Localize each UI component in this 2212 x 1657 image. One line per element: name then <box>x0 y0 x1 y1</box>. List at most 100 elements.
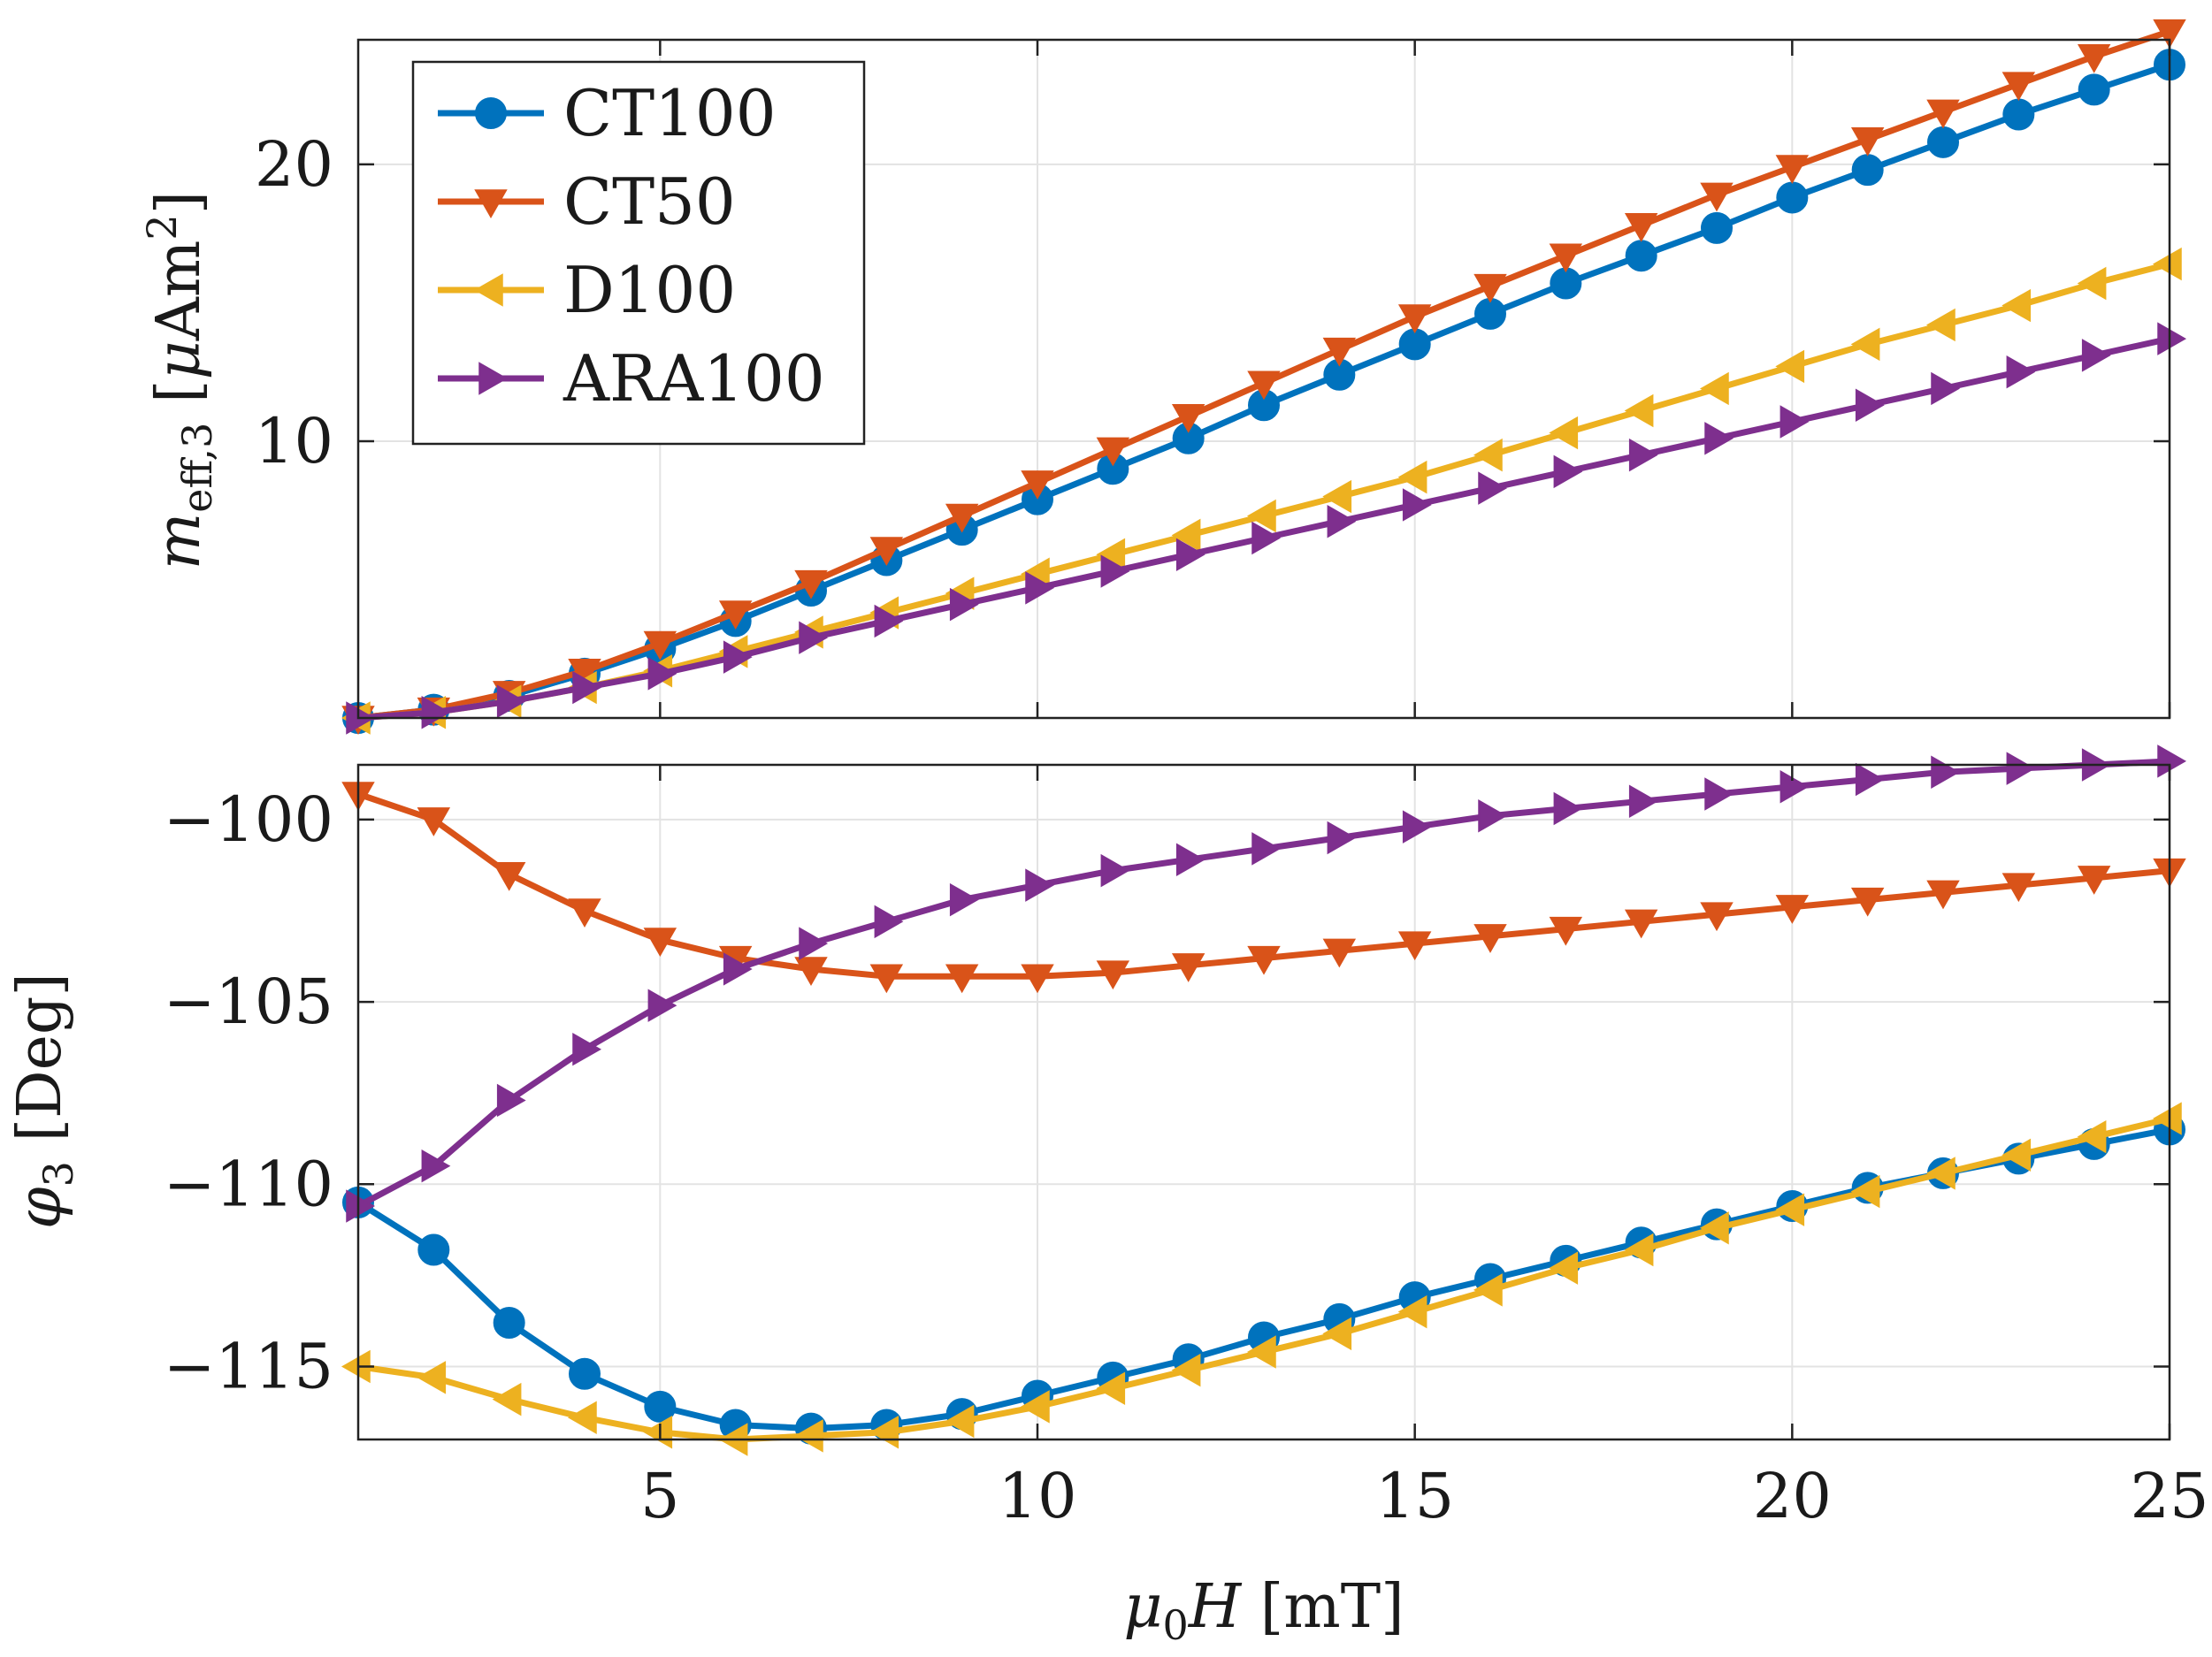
data-point-ct50 <box>869 537 904 567</box>
legend-marker-ct50 <box>474 189 508 219</box>
data-point-ct100 <box>2078 73 2110 106</box>
data-point-ara100 <box>874 604 904 638</box>
data-point-ct100 <box>1701 211 1733 244</box>
data-point-ct100 <box>1927 126 1959 158</box>
data-point-ct50 <box>718 600 753 630</box>
data-point-ct50 <box>2002 873 2036 903</box>
data-point-ct50 <box>643 928 677 957</box>
top-ylabel: meff,3 [μAm2] <box>138 191 221 569</box>
data-point-ct100 <box>493 1307 525 1340</box>
data-point-ara100 <box>1025 868 1055 902</box>
data-point-d100 <box>1397 460 1427 494</box>
bottom-ytick-label: −115 <box>164 1331 333 1403</box>
data-point-ct100 <box>1776 181 1809 214</box>
data-point-ct50 <box>1850 126 1885 157</box>
top-axes: 10 20 CT100 CT50 D100 ARA100 meff,3 [μAm2] <box>138 19 2187 736</box>
data-point-ct100 <box>1474 297 1506 330</box>
data-point-d100 <box>1925 1157 1956 1190</box>
data-point-ct50 <box>1700 902 1734 932</box>
data-point-ct50 <box>417 807 451 836</box>
data-point-ara100 <box>1175 538 1206 572</box>
data-point-d100 <box>793 1419 823 1453</box>
data-point-ara100 <box>346 1189 376 1223</box>
data-point-ct50 <box>1171 953 1206 982</box>
bottom-ytick-label: −110 <box>164 1148 333 1220</box>
data-point-d100 <box>945 1404 975 1439</box>
legend-marker-ct100 <box>475 97 507 129</box>
data-point-ara100 <box>1855 388 1885 422</box>
data-point-ct50 <box>1473 273 1507 303</box>
data-point-ct50 <box>1473 924 1507 953</box>
legend-label-d100: D100 <box>563 253 736 327</box>
data-point-ara100 <box>723 952 753 986</box>
xtick-label: 25 <box>2130 1460 2208 1532</box>
data-point-d100 <box>1322 479 1352 514</box>
data-point-ara100 <box>1931 371 1961 406</box>
data-point-ara100 <box>2006 752 2036 785</box>
data-point-ara100 <box>1402 488 1432 522</box>
data-point-d100 <box>1850 327 1880 362</box>
data-point-ara100 <box>1100 853 1130 888</box>
data-point-ara100 <box>1478 471 1508 505</box>
data-point-ara100 <box>421 696 451 729</box>
data-point-d100 <box>1397 1294 1427 1329</box>
legend-entry-ct100: CT100 <box>438 76 777 150</box>
top-ytick-label: 10 <box>255 405 333 477</box>
data-point-ara100 <box>496 1083 526 1118</box>
data-point-ct50 <box>492 861 526 891</box>
data-point-d100 <box>1850 1174 1880 1209</box>
legend: CT100 CT50 D100 ARA100 <box>411 60 866 446</box>
data-point-ct50 <box>2153 19 2186 49</box>
data-point-ara100 <box>723 640 753 674</box>
data-point-ct50 <box>1624 213 1658 242</box>
bottom-axes: 5 10 15 20 25 −100 −105 −110 −115 φ3 [Deg] μ0H [… <box>5 745 2209 1649</box>
data-point-ct50 <box>1700 182 1734 212</box>
data-point-ct100 <box>1851 154 1884 187</box>
data-point-ara100 <box>496 684 526 718</box>
top-ytick-label: 20 <box>255 128 333 201</box>
data-point-d100 <box>1246 1335 1276 1369</box>
data-point-ct50 <box>2002 72 2036 102</box>
data-point-ara100 <box>1175 843 1206 876</box>
data-point-ara100 <box>1704 422 1734 455</box>
data-point-d100 <box>1624 1233 1654 1267</box>
data-point-ara100 <box>1855 762 1885 797</box>
data-point-ct50 <box>794 957 828 986</box>
legend-marker-d100 <box>473 273 503 307</box>
data-point-d100 <box>1549 1251 1579 1285</box>
bottom-ytick-label: −100 <box>164 783 333 856</box>
data-point-ara100 <box>1402 810 1432 844</box>
xtick-label: 15 <box>1375 1460 1454 1532</box>
data-point-ct50 <box>945 964 979 994</box>
data-point-ct50 <box>643 630 677 661</box>
bottom-ticks: 5 10 15 20 25 −100 −105 −110 −115 <box>164 765 2209 1532</box>
legend-entry-ct50: CT50 <box>438 164 736 239</box>
data-point-d100 <box>2152 247 2182 281</box>
data-point-ara100 <box>647 989 677 1022</box>
data-point-ct50 <box>1096 437 1130 467</box>
data-point-d100 <box>1699 371 1729 406</box>
data-point-ara100 <box>949 882 979 917</box>
data-point-ct100 <box>1625 240 1657 272</box>
bottom-series <box>341 745 2187 1456</box>
data-point-ara100 <box>1100 554 1130 588</box>
data-point-ct50 <box>869 964 904 994</box>
data-point-ara100 <box>799 927 829 960</box>
legend-label-ct50: CT50 <box>563 164 736 239</box>
data-point-d100 <box>1473 438 1503 472</box>
data-point-ara100 <box>799 621 829 654</box>
bottom-series-ara100 <box>346 745 2187 1223</box>
data-point-ct50 <box>1171 404 1206 433</box>
data-point-d100 <box>1624 393 1654 428</box>
data-point-d100 <box>2077 1119 2107 1154</box>
data-point-ct50 <box>1322 337 1357 367</box>
legend-label-ara100: ARA100 <box>563 341 825 416</box>
data-point-d100 <box>2152 1102 2182 1135</box>
data-point-d100 <box>1246 499 1276 533</box>
data-point-ct100 <box>1550 267 1582 300</box>
data-point-ara100 <box>1251 521 1282 555</box>
data-point-ara100 <box>1780 405 1810 439</box>
data-point-ct100 <box>417 1233 450 1266</box>
data-point-ct50 <box>1549 243 1583 273</box>
